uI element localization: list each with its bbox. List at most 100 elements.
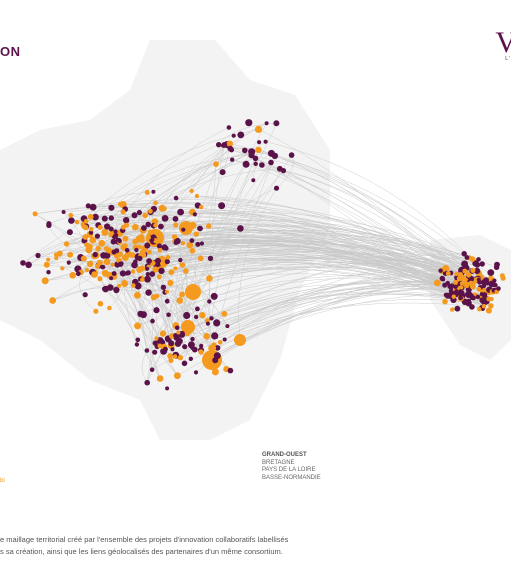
partner-node <box>211 332 219 340</box>
link <box>84 221 461 295</box>
project-node <box>130 269 136 274</box>
partner-node <box>183 311 191 320</box>
project-node <box>442 298 448 305</box>
project-node <box>481 303 487 309</box>
project-node <box>114 253 120 259</box>
partner-node <box>469 304 475 310</box>
project-node <box>107 305 112 311</box>
link <box>37 255 209 324</box>
project-node <box>86 260 94 268</box>
project-node <box>54 256 59 261</box>
partner-node <box>454 305 461 312</box>
partner-node <box>113 229 118 234</box>
partner-node <box>156 243 162 249</box>
link <box>157 252 476 297</box>
partner-node <box>237 225 244 232</box>
project-node <box>120 224 126 230</box>
partner-node <box>288 152 295 158</box>
partner-node <box>168 340 175 347</box>
project-node <box>213 161 219 168</box>
partner-node <box>166 312 171 318</box>
partner-node <box>158 267 165 275</box>
project-node <box>198 349 204 355</box>
partner-node <box>108 215 115 221</box>
partner-node <box>82 292 88 298</box>
link <box>261 164 458 288</box>
project-node <box>41 277 49 285</box>
region-line: BRETAGNE <box>262 459 295 466</box>
partner-node <box>445 280 451 286</box>
partner-node <box>216 142 222 148</box>
link <box>186 277 445 316</box>
project-node <box>172 354 178 359</box>
partner-node <box>453 284 458 289</box>
project-node <box>454 271 459 277</box>
link <box>253 153 272 181</box>
legend-fragment: bi <box>0 478 5 484</box>
partner-node <box>92 213 99 221</box>
link <box>52 256 139 301</box>
partner-node <box>475 294 481 300</box>
partner-node <box>248 152 255 159</box>
partner-node <box>226 125 232 130</box>
partner-node <box>119 270 126 277</box>
link <box>217 257 467 349</box>
project-node <box>181 320 195 334</box>
link <box>146 234 197 351</box>
link <box>104 250 193 290</box>
partner-node <box>161 215 169 222</box>
project-node <box>132 238 139 245</box>
link <box>137 283 478 327</box>
partner-node <box>268 159 274 166</box>
partner-node <box>158 223 164 230</box>
project-node <box>120 209 126 215</box>
partner-node <box>173 195 179 201</box>
partner-node <box>136 209 142 216</box>
project-node <box>452 279 459 286</box>
project-node <box>129 252 136 258</box>
project-node <box>153 200 158 206</box>
partner-node <box>195 306 200 312</box>
partner-node <box>165 386 170 391</box>
project-node <box>173 266 178 271</box>
project-node <box>458 285 464 290</box>
project-node <box>211 368 219 376</box>
partner-node <box>137 310 144 318</box>
partner-node <box>253 161 258 166</box>
partner-node <box>199 343 204 348</box>
partner-node <box>230 157 235 162</box>
partner-node <box>108 204 115 211</box>
partner-nodes <box>20 119 506 391</box>
project-node <box>103 246 109 251</box>
project-node <box>97 276 103 282</box>
partner-node <box>487 269 495 276</box>
partner-node <box>192 212 197 217</box>
link <box>218 123 277 145</box>
link <box>161 254 463 286</box>
project-node <box>185 284 201 300</box>
partner-node <box>474 261 481 268</box>
partner-node <box>113 286 120 294</box>
project-node <box>148 208 153 214</box>
partner-node <box>119 261 124 266</box>
project-node <box>445 271 451 276</box>
link <box>45 276 134 286</box>
project-node <box>43 261 50 268</box>
project-node <box>179 262 186 268</box>
partner-node <box>228 147 235 153</box>
project-node <box>108 232 113 238</box>
partner-node <box>443 292 449 298</box>
link <box>238 188 277 341</box>
partner-node <box>100 252 107 259</box>
partner-node <box>195 241 201 247</box>
link <box>185 270 210 337</box>
partner-node <box>145 289 152 296</box>
partner-node <box>137 255 143 261</box>
project-node <box>167 353 174 359</box>
link <box>138 268 485 307</box>
partner-node <box>461 251 467 257</box>
partner-node <box>174 340 182 347</box>
partner-node <box>273 185 280 191</box>
partner-node <box>66 229 73 236</box>
project-node <box>186 241 194 249</box>
